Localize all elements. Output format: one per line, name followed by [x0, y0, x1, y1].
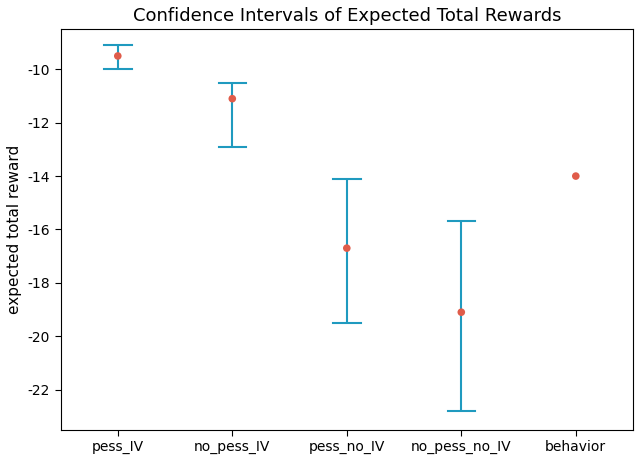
Title: Confidence Intervals of Expected Total Rewards: Confidence Intervals of Expected Total R…	[132, 7, 561, 25]
Point	[113, 52, 123, 59]
Point	[456, 308, 467, 316]
Point	[571, 172, 581, 180]
Y-axis label: expected total reward: expected total reward	[7, 145, 22, 314]
Point	[342, 244, 352, 252]
Point	[227, 95, 237, 102]
